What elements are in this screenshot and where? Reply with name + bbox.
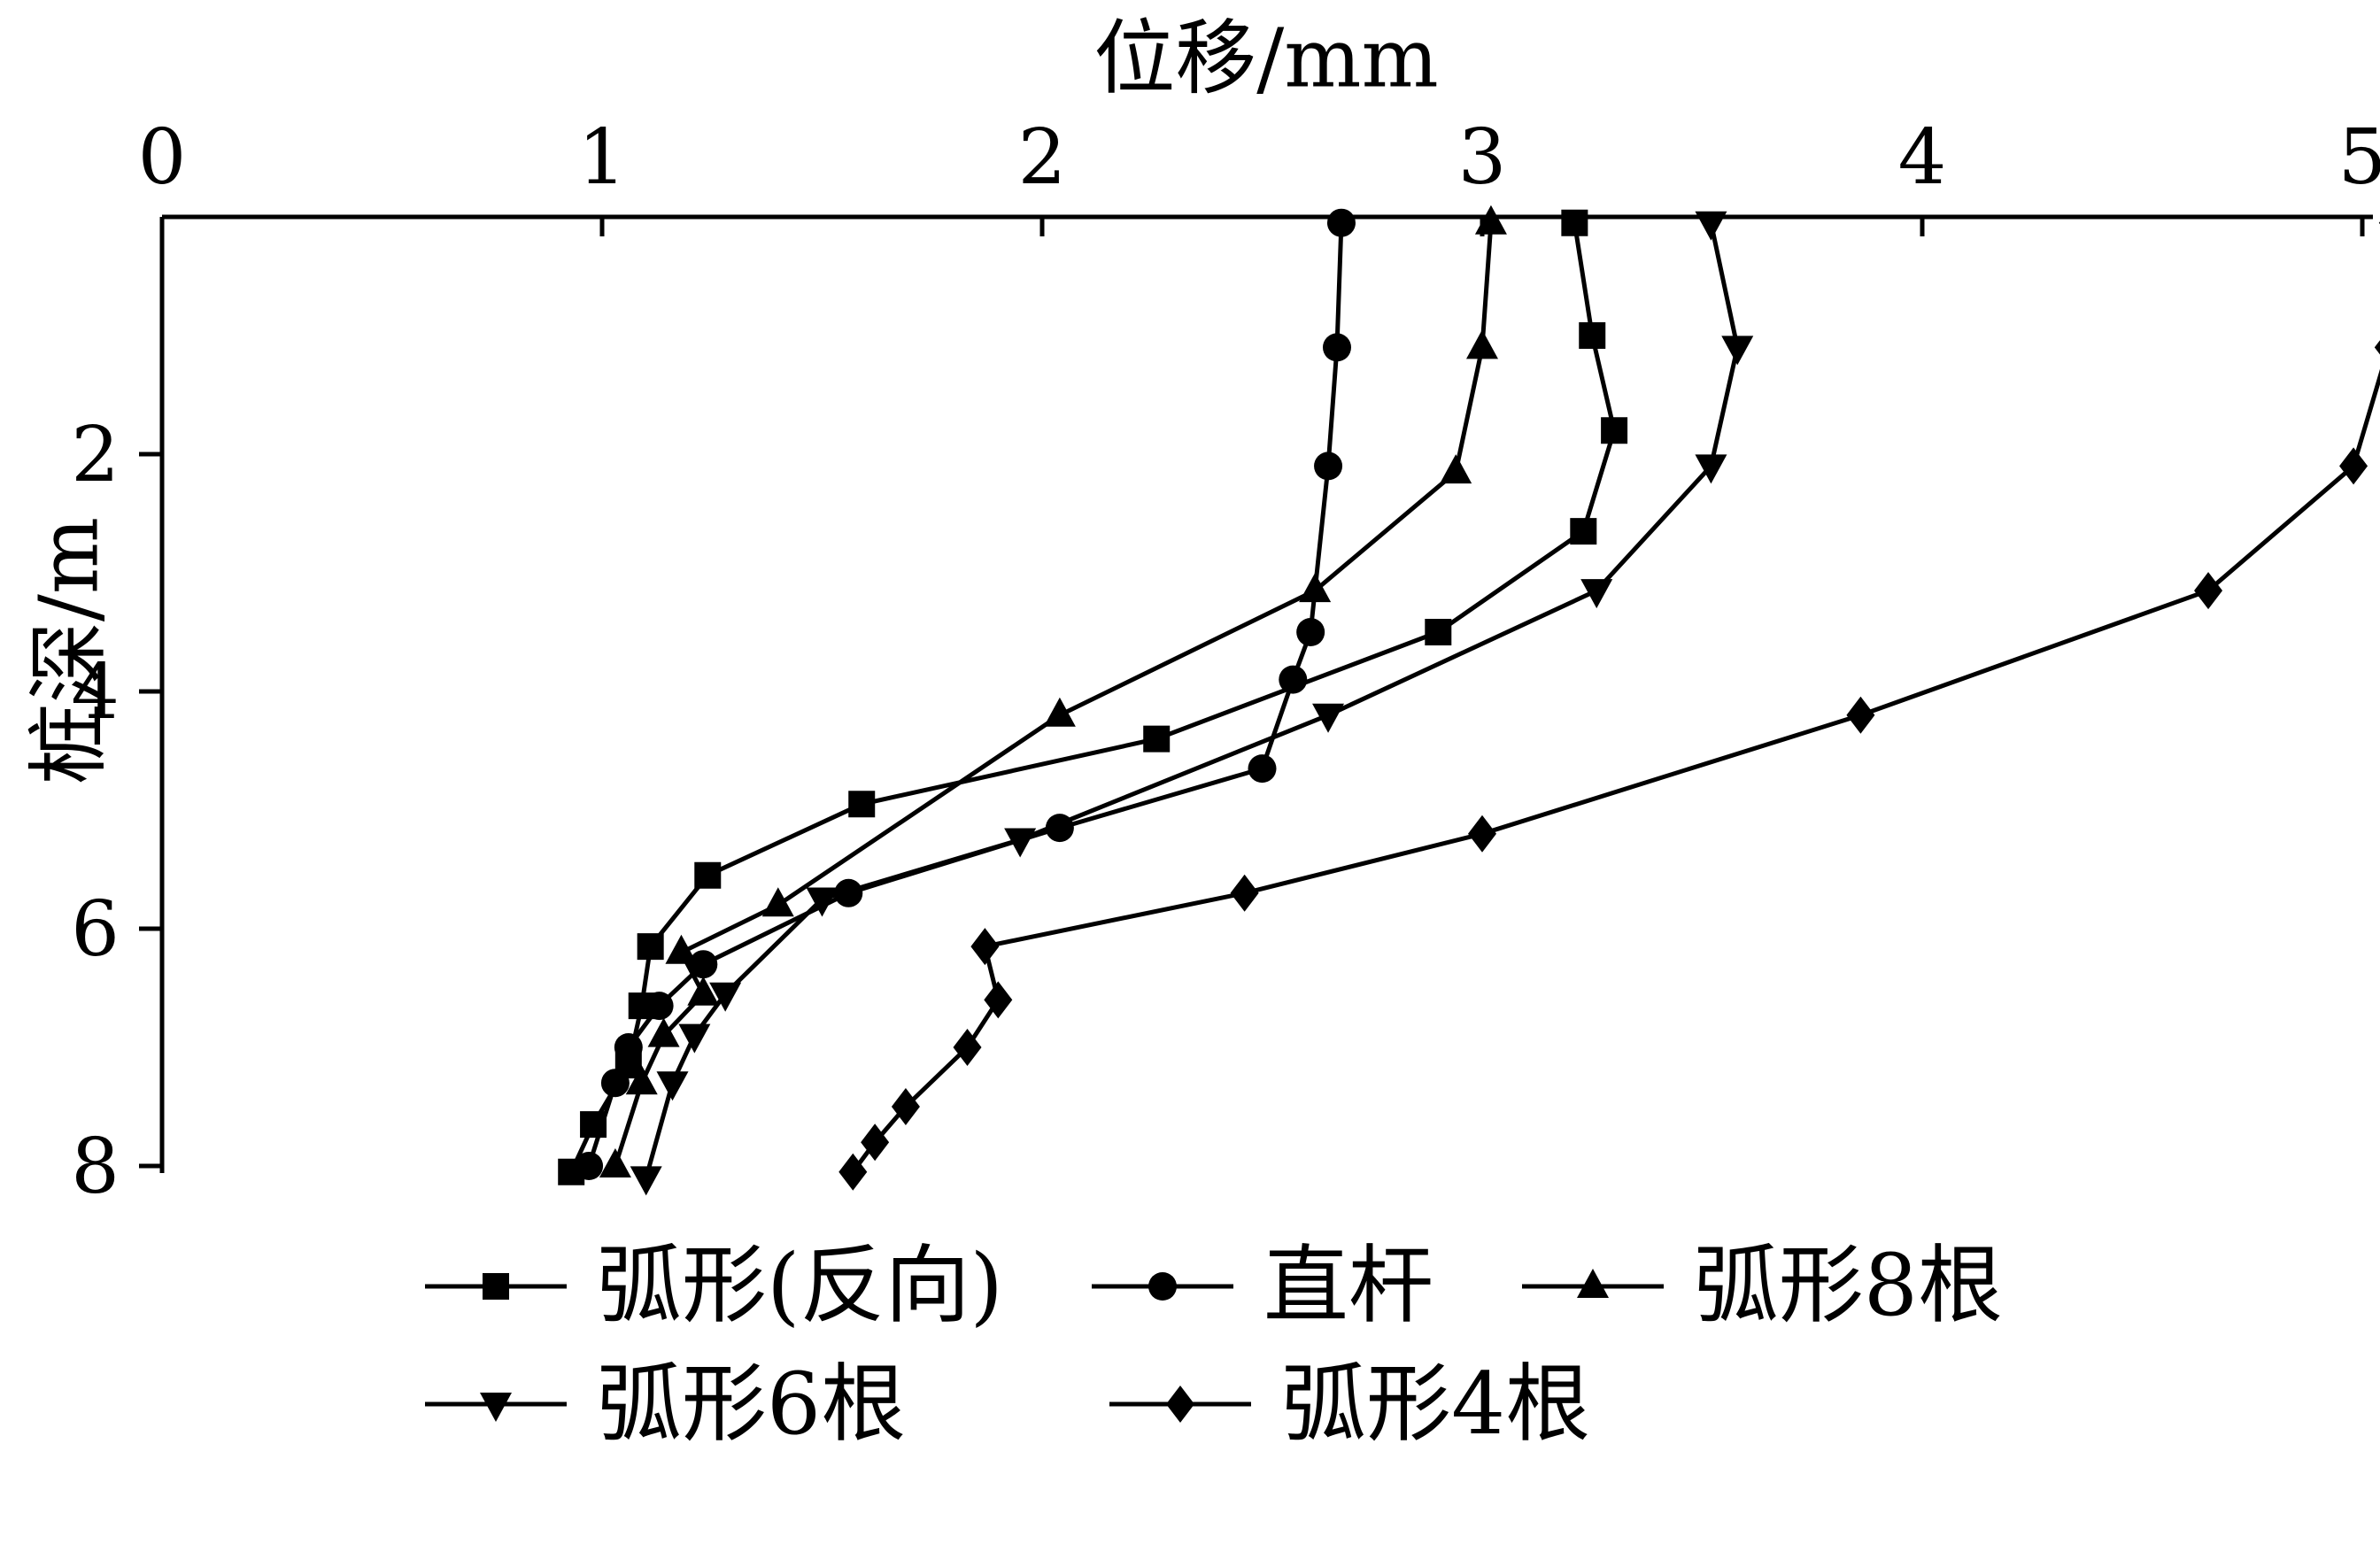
- tick-label: 8: [71, 1123, 120, 1211]
- circle-marker: [645, 992, 674, 1021]
- square-marker: [848, 791, 876, 818]
- square-marker: [1579, 322, 1606, 349]
- circle-marker: [575, 1152, 604, 1180]
- square-marker: [1561, 209, 1588, 236]
- legend-label: 弧形8根: [1693, 1236, 2003, 1335]
- tick-label: 3: [1458, 113, 1507, 202]
- triangle-down-marker: [1004, 828, 1037, 858]
- square-marker: [1425, 619, 1452, 645]
- triangle-up-marker: [1474, 205, 1507, 235]
- triangle-down-marker: [1695, 454, 1727, 484]
- triangle-down-marker: [1312, 703, 1345, 733]
- triangle-down-marker: [806, 887, 838, 917]
- triangle-down-marker: [630, 1166, 662, 1196]
- diamond-marker: [1230, 874, 1259, 912]
- diamond-marker: [861, 1123, 890, 1162]
- square-marker: [1570, 518, 1597, 545]
- legend-label: 弧形4根: [1281, 1354, 1591, 1454]
- circle-marker: [1279, 665, 1308, 694]
- tick-label: 2: [1018, 113, 1067, 202]
- triangle-down-marker: [1580, 579, 1613, 609]
- triangle-down-marker: [1695, 211, 1727, 241]
- circle-marker: [1326, 208, 1356, 237]
- circle-marker: [1314, 452, 1343, 481]
- x-axis-title: 位移/mm: [1093, 11, 1439, 106]
- diamond-marker: [2194, 572, 2223, 610]
- legend-item: 直杆: [1091, 1236, 1433, 1335]
- tick-label: 0: [138, 113, 187, 202]
- tick-label: 4: [1898, 113, 1947, 202]
- series-line: [613, 222, 1494, 1167]
- circle-marker: [1322, 333, 1351, 362]
- legend-label: 弧形6根: [597, 1354, 907, 1454]
- legend-item: 弧形8根: [1521, 1236, 2003, 1335]
- circle-marker: [1296, 618, 1325, 646]
- diamond-marker: [891, 1088, 920, 1125]
- legend-item: 弧形(反向): [425, 1239, 1003, 1333]
- series-line: [851, 368, 2380, 1174]
- triangle-up-marker: [761, 887, 794, 917]
- legend-label: 直杆: [1263, 1236, 1433, 1335]
- legend-diamond-sample: [1109, 1386, 1252, 1424]
- triangle-up-marker: [599, 1148, 631, 1177]
- series-square: [558, 209, 1628, 1185]
- legend-row: 弧形(反向) 直杆 弧形8根: [425, 1239, 2284, 1333]
- diamond-marker: [2339, 447, 2368, 485]
- square-marker: [637, 933, 664, 961]
- triangle-up-marker: [687, 976, 720, 1006]
- circle-marker: [614, 1033, 643, 1062]
- tick-label: 1: [578, 113, 627, 202]
- legend-label: 弧形(反向): [597, 1236, 1003, 1335]
- triangle-down-marker: [709, 982, 742, 1012]
- series-circle: [575, 208, 1356, 1180]
- triangle-up-marker: [647, 1017, 680, 1047]
- diamond-marker: [970, 928, 1000, 966]
- triangle-down-marker: [678, 1023, 711, 1054]
- square-marker: [1601, 417, 1628, 444]
- legend-triangle-up-sample: [1521, 1268, 1664, 1298]
- square-marker: [1143, 725, 1171, 753]
- diamond-marker: [1468, 814, 1496, 853]
- triangle-up-marker: [1043, 697, 1076, 727]
- legend-square-sample: [425, 1272, 567, 1300]
- axes: 0 1 2 3 4 5 2 4 6 8: [71, 113, 2380, 1211]
- diamond-marker: [1846, 696, 1875, 734]
- square-marker: [694, 861, 722, 889]
- tick-label: 2: [71, 411, 120, 499]
- circle-marker: [689, 950, 718, 979]
- triangle-up-marker: [665, 934, 698, 964]
- legend-circle-sample: [1091, 1271, 1233, 1301]
- diamond-marker: [953, 1029, 982, 1066]
- triangle-up-marker: [1466, 329, 1498, 359]
- series-diamond: [838, 221, 2380, 1191]
- legend: 弧形(反向) 直杆 弧形8根弧形6根 弧形4根: [425, 1239, 2284, 1451]
- legend-item: 弧形6根: [425, 1354, 907, 1454]
- triangle-up-marker: [625, 1065, 658, 1095]
- tick-label: 6: [71, 885, 120, 974]
- tick-label: 5: [2338, 113, 2380, 202]
- legend-triangle-down-sample: [425, 1393, 567, 1423]
- triangle-up-marker: [1299, 573, 1332, 603]
- triangle-up-marker: [1440, 454, 1472, 484]
- diamond-marker: [2374, 340, 2380, 355]
- series-triangle-down: [630, 211, 1754, 1196]
- series-triangle-up: [599, 205, 1507, 1177]
- series-line: [644, 222, 1740, 1179]
- legend-item: 弧形4根: [1109, 1354, 1591, 1454]
- circle-marker: [600, 1069, 630, 1098]
- circle-marker: [1248, 754, 1277, 784]
- diamond-marker: [984, 981, 1013, 1019]
- tick-label: 4: [71, 648, 120, 737]
- triangle-down-marker: [1721, 336, 1754, 366]
- diamond-marker: [838, 1153, 868, 1191]
- triangle-down-marker: [656, 1071, 689, 1101]
- legend-row: 弧形6根 弧形4根: [425, 1354, 2284, 1454]
